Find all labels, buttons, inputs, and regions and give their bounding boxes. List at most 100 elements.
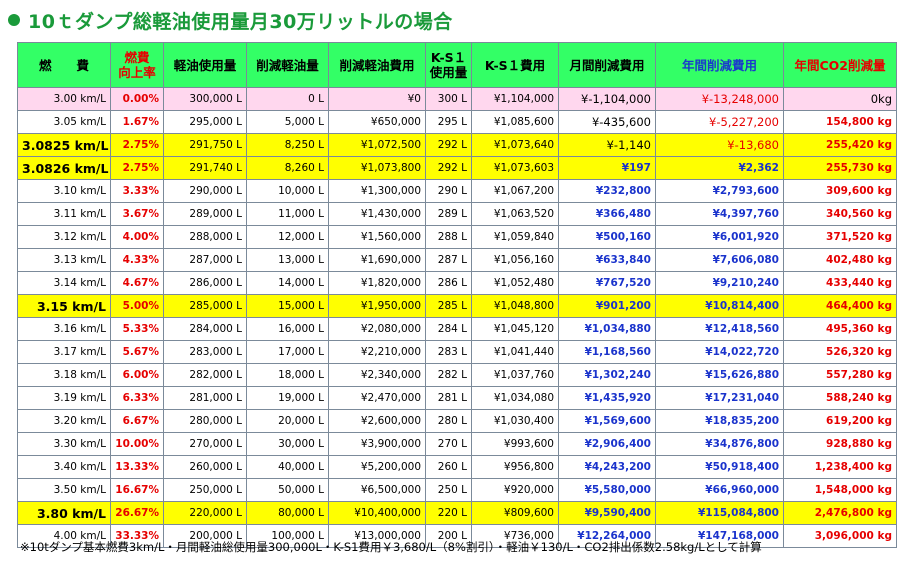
header-pct-line1: 燃費 [124, 50, 150, 65]
cell-fuel: 3.00 km/L [17, 87, 111, 111]
cell-fuel: 3.50 km/L [17, 478, 111, 502]
cell-annual: ¥2,793,600 [655, 179, 784, 203]
cell-reduced: 19,000 L [246, 386, 329, 410]
cell-reduced-cost: ¥1,690,000 [328, 248, 426, 272]
cell-ks1-cost: ¥1,056,160 [471, 248, 559, 272]
cell-monthly: ¥4,243,200 [558, 455, 656, 479]
cell-ks1-cost: ¥1,063,520 [471, 202, 559, 226]
cell-pct: 33.33% [110, 524, 164, 548]
cell-reduced-cost: ¥2,470,000 [328, 386, 426, 410]
cell-ks1-cost: ¥1,030,400 [471, 409, 559, 433]
title-text: 10ｔダンプ総軽油使用量月30万リットルの場合 [28, 10, 453, 33]
cell-pct: 2.75% [110, 133, 164, 157]
cell-co2: 433,440 kg [783, 271, 897, 295]
cell-annual: ¥-5,227,200 [655, 110, 784, 134]
cell-monthly: ¥-1,140 [558, 133, 656, 157]
cell-ks1: 281 L [425, 386, 472, 410]
cell-co2: 255,730 kg [783, 156, 897, 180]
cell-co2: 1,238,400 kg [783, 455, 897, 479]
cell-pct: 10.00% [110, 432, 164, 456]
cell-ks1-cost: ¥1,073,603 [471, 156, 559, 180]
bullet-icon [8, 14, 20, 26]
table-row: 3.50 km/L 16.67% 250,000 L 50,000 L ¥6,500,0… [17, 478, 897, 502]
cell-reduced: 11,000 L [246, 202, 329, 226]
cell-diesel: 287,000 L [163, 248, 247, 272]
cell-reduced-cost: ¥5,200,000 [328, 455, 426, 479]
cell-ks1: 285 L [425, 294, 472, 318]
cell-fuel: 3.16 km/L [17, 317, 111, 341]
cell-pct: 26.67% [110, 501, 164, 525]
cell-fuel: 3.11 km/L [17, 202, 111, 226]
cell-ks1-cost: ¥1,085,600 [471, 110, 559, 134]
cell-diesel: 281,000 L [163, 386, 247, 410]
cell-fuel: 3.18 km/L [17, 363, 111, 387]
cell-reduced: 12,000 L [246, 225, 329, 249]
cell-monthly: ¥232,800 [558, 179, 656, 203]
header-monthly: 月間削減費用 [558, 42, 656, 88]
table-row: 3.14 km/L 4.67% 286,000 L 14,000 L ¥1,820,00… [17, 271, 897, 295]
header-ks1-line2: 使用量 [429, 65, 468, 80]
cell-reduced: 5,000 L [246, 110, 329, 134]
cell-diesel: 290,000 L [163, 179, 247, 203]
cell-co2: 495,360 kg [783, 317, 897, 341]
cell-reduced: 10,000 L [246, 179, 329, 203]
cell-ks1: 270 L [425, 432, 472, 456]
cell-pct: 4.00% [110, 225, 164, 249]
cell-reduced-cost: ¥1,820,000 [328, 271, 426, 295]
cell-annual: ¥7,606,080 [655, 248, 784, 272]
cell-ks1: 292 L [425, 133, 472, 157]
cell-monthly: ¥197 [558, 156, 656, 180]
table-row: 3.80 km/L 26.67% 220,000 L 80,000 L ¥10,400,… [17, 501, 897, 525]
header-reduced-vol: 削減軽油量 [246, 42, 329, 88]
header-annual: 年間削減費用 [655, 42, 784, 88]
cell-ks1: 286 L [425, 271, 472, 295]
cell-reduced: 14,000 L [246, 271, 329, 295]
header-ks1-line1: K-S１ [430, 50, 467, 65]
cell-ks1: 220 L [425, 501, 472, 525]
table-row: 3.13 km/L 4.33% 287,000 L 13,000 L ¥1,690,00… [17, 248, 897, 272]
cell-reduced: 8,260 L [246, 156, 329, 180]
cell-co2: 340,560 kg [783, 202, 897, 226]
cell-diesel: 291,750 L [163, 133, 247, 157]
cell-monthly: ¥1,569,600 [558, 409, 656, 433]
cell-ks1-cost: ¥1,052,480 [471, 271, 559, 295]
cell-annual: ¥-13,680 [655, 133, 784, 157]
cell-monthly: ¥1,034,880 [558, 317, 656, 341]
cell-ks1-cost: ¥1,045,120 [471, 317, 559, 341]
table-row: 3.0825 km/L 2.75% 291,750 L 8,250 L ¥1,072,5… [17, 133, 897, 157]
cell-diesel: 295,000 L [163, 110, 247, 134]
cell-diesel: 300,000 L [163, 87, 247, 111]
cell-reduced: 17,000 L [246, 340, 329, 364]
cell-diesel: 284,000 L [163, 317, 247, 341]
cell-reduced: 80,000 L [246, 501, 329, 525]
cell-pct: 6.67% [110, 409, 164, 433]
cell-reduced-cost: ¥0 [328, 87, 426, 111]
cell-fuel: 3.19 km/L [17, 386, 111, 410]
header-pct: 燃費 向上率 [110, 42, 164, 88]
cell-ks1-cost: ¥736,000 [471, 524, 559, 548]
cell-fuel: 3.14 km/L [17, 271, 111, 295]
cell-diesel: 283,000 L [163, 340, 247, 364]
table-row: 3.15 km/L 5.00% 285,000 L 15,000 L ¥1,950,00… [17, 294, 897, 318]
cell-ks1: 284 L [425, 317, 472, 341]
cell-reduced-cost: ¥2,080,000 [328, 317, 426, 341]
cell-monthly: ¥1,302,240 [558, 363, 656, 387]
cell-ks1: 283 L [425, 340, 472, 364]
cell-diesel: 250,000 L [163, 478, 247, 502]
cell-co2: 309,600 kg [783, 179, 897, 203]
cell-reduced: 40,000 L [246, 455, 329, 479]
cell-fuel: 3.0826 km/L [17, 156, 111, 180]
table-row: 3.20 km/L 6.67% 280,000 L 20,000 L ¥2,600,00… [17, 409, 897, 433]
header-row: 燃 費 燃費 向上率 軽油使用量 削減軽油量 削減軽油費用 K-S１ 使用量 K… [17, 42, 897, 88]
cell-co2: 371,520 kg [783, 225, 897, 249]
cell-diesel: 286,000 L [163, 271, 247, 295]
footnote: ※10tダンプ基本燃費3km/L・月間軽油総使用量300,000L・K-S1費用… [20, 540, 762, 554]
cell-annual: ¥115,084,800 [655, 501, 784, 525]
cell-pct: 16.67% [110, 478, 164, 502]
cell-co2: 154,800 kg [783, 110, 897, 134]
cell-ks1: 289 L [425, 202, 472, 226]
cell-monthly: ¥5,580,000 [558, 478, 656, 502]
cell-ks1-cost: ¥809,600 [471, 501, 559, 525]
cell-reduced-cost: ¥1,073,800 [328, 156, 426, 180]
